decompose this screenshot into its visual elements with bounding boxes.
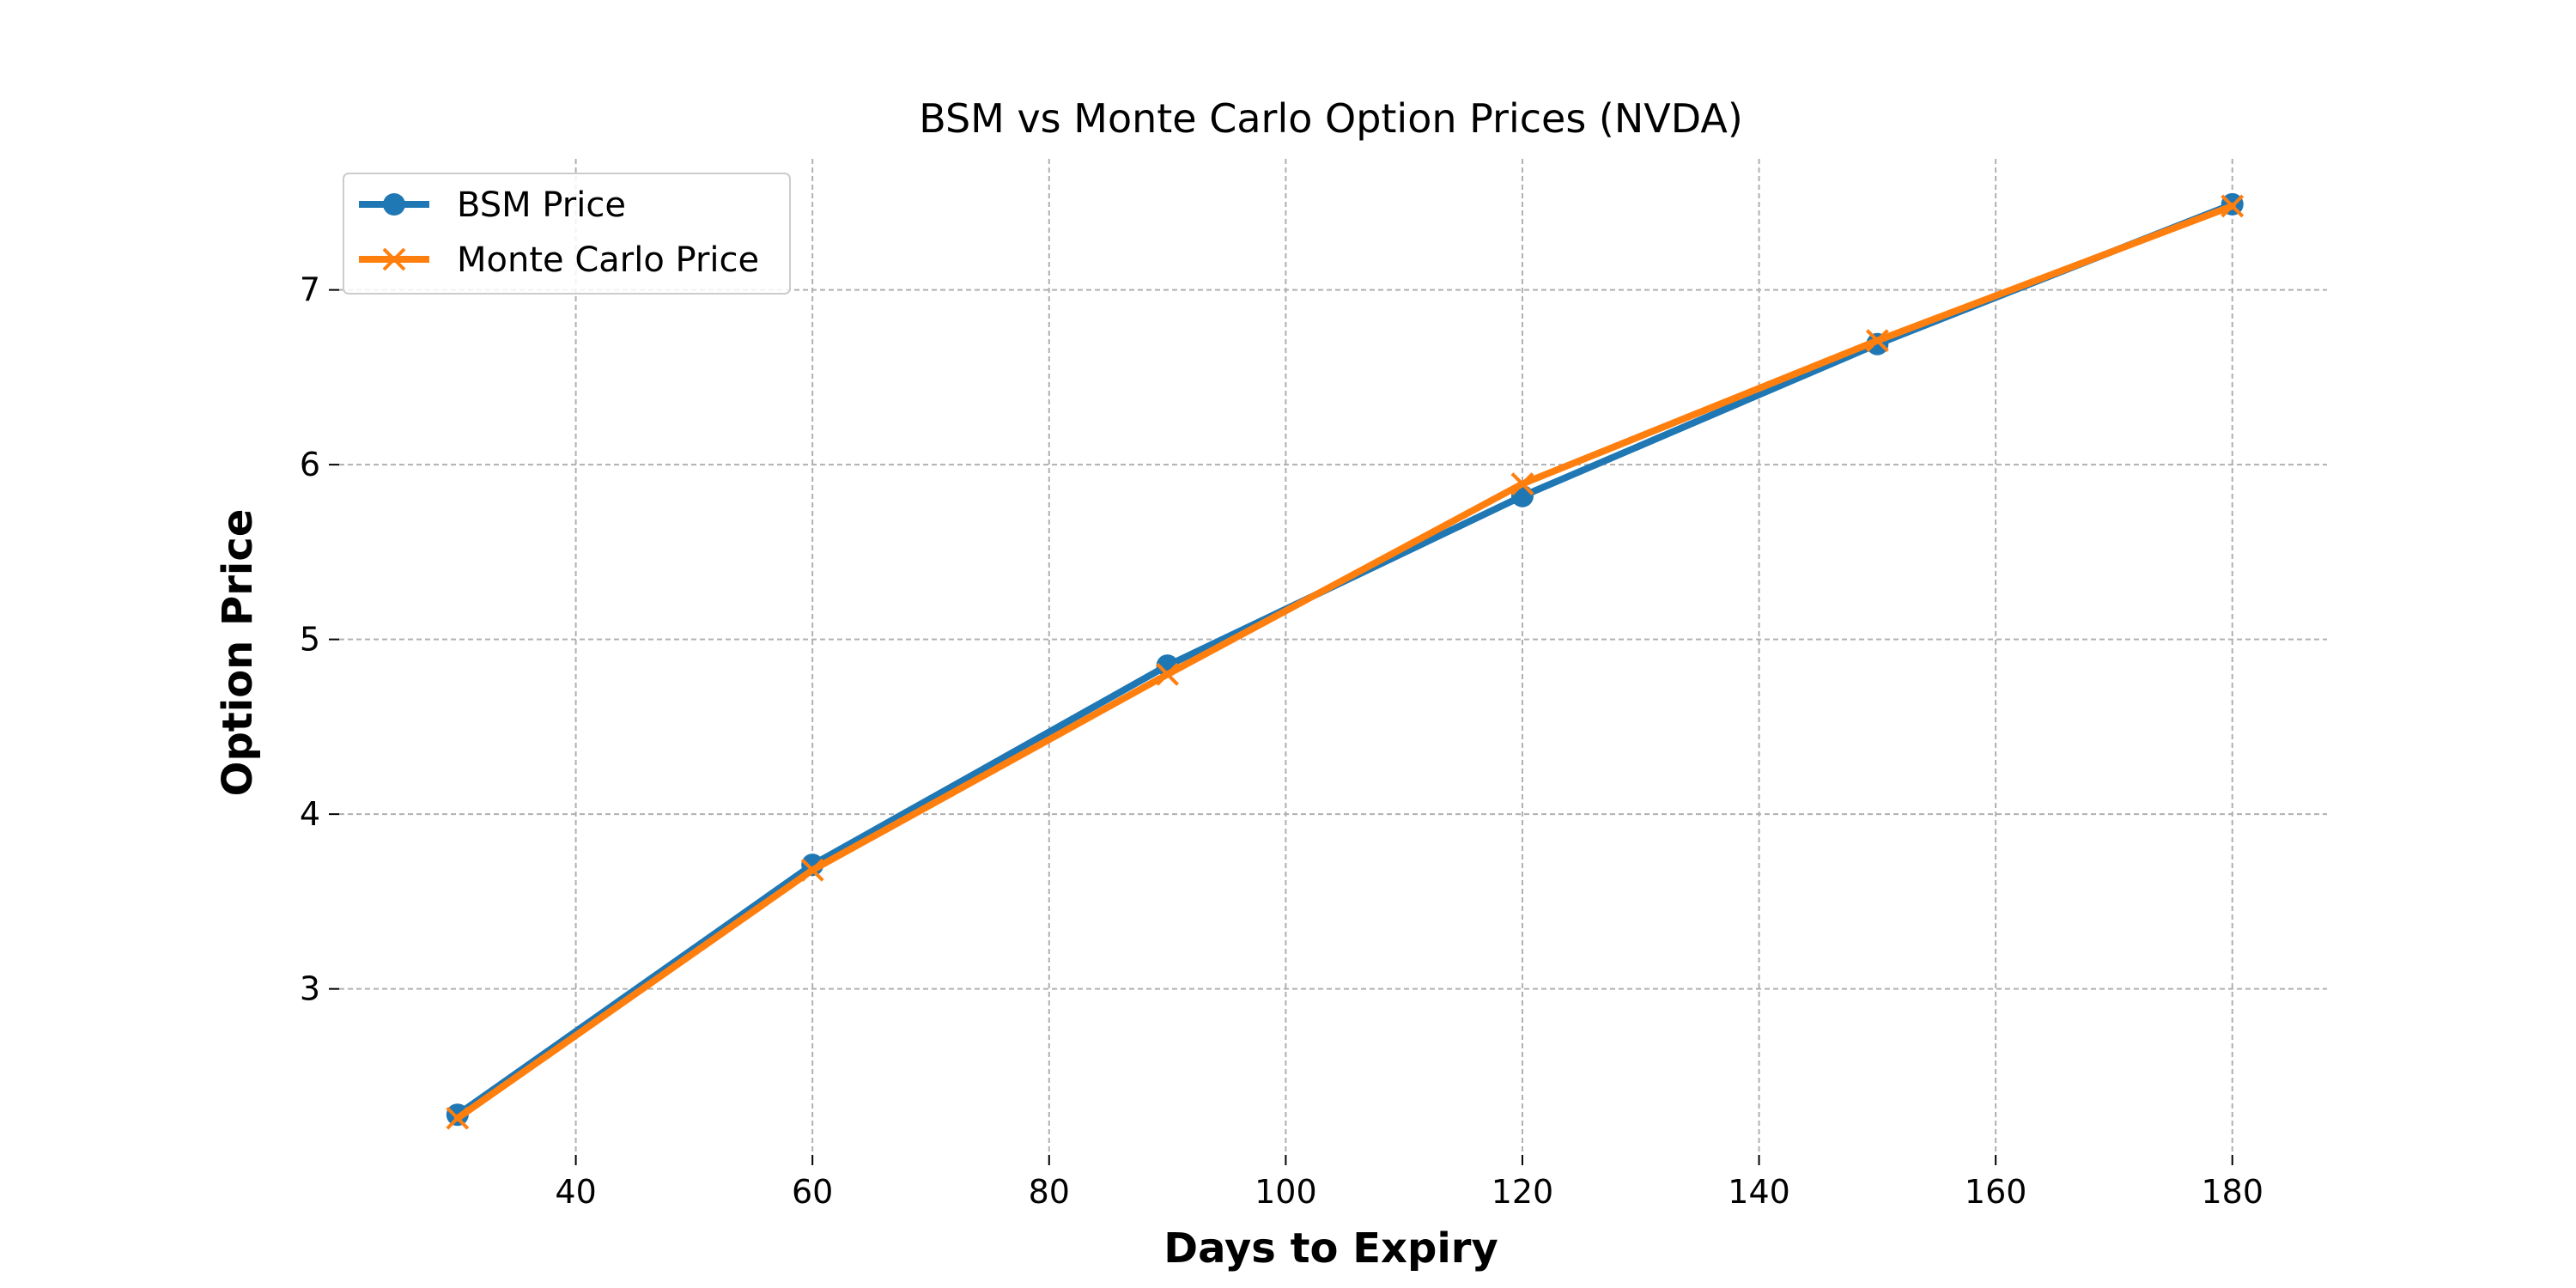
data-point [1156, 662, 1179, 686]
legend-label: BSM Price [457, 185, 626, 225]
chart-title: BSM vs Monte Carlo Option Prices (NVDA) [919, 95, 1743, 142]
legend-marker [383, 193, 405, 216]
grid [339, 159, 2327, 1155]
data-point [1510, 472, 1534, 495]
y-tick-label: 5 [300, 621, 320, 659]
legend-item: Monte Carlo Price [359, 240, 759, 280]
x-tick-label: 40 [555, 1173, 596, 1211]
series-line [453, 202, 2236, 1122]
x-tick-label: 60 [792, 1173, 833, 1211]
legend-item: BSM Price [359, 185, 626, 225]
data-point [1865, 329, 1889, 353]
y-axis-label: Option Price [214, 509, 262, 797]
series-line [453, 200, 2236, 1119]
x-tick-label: 100 [1255, 1173, 1317, 1211]
x-tick-label: 160 [1965, 1173, 2027, 1211]
y-tick-label: 3 [300, 970, 320, 1008]
legend: BSM Price Monte Carlo Price [343, 173, 791, 295]
x-axis-label: Days to Expiry [1163, 1224, 1498, 1273]
x-tick-label: 120 [1492, 1173, 1554, 1211]
y-tick-label: 4 [300, 795, 320, 833]
series-monte-carlo-price [446, 194, 2245, 1130]
axis-ticks: 40 60 80 100 120 140 160 180 3 4 5 6 7 [300, 271, 2263, 1211]
x-tick-label: 180 [2201, 1173, 2263, 1211]
series [446, 192, 2245, 1130]
y-tick-label: 7 [300, 271, 320, 309]
legend-box [343, 173, 791, 295]
series-bsm-price [446, 192, 2244, 1127]
data-point [800, 858, 824, 882]
data-point [446, 1106, 470, 1130]
y-tick-label: 6 [300, 446, 320, 483]
x-tick-label: 140 [1728, 1173, 1790, 1211]
legend-label: Monte Carlo Price [457, 240, 759, 280]
legend-marker [382, 247, 406, 271]
x-tick-label: 80 [1029, 1173, 1070, 1211]
data-point [2221, 194, 2245, 218]
